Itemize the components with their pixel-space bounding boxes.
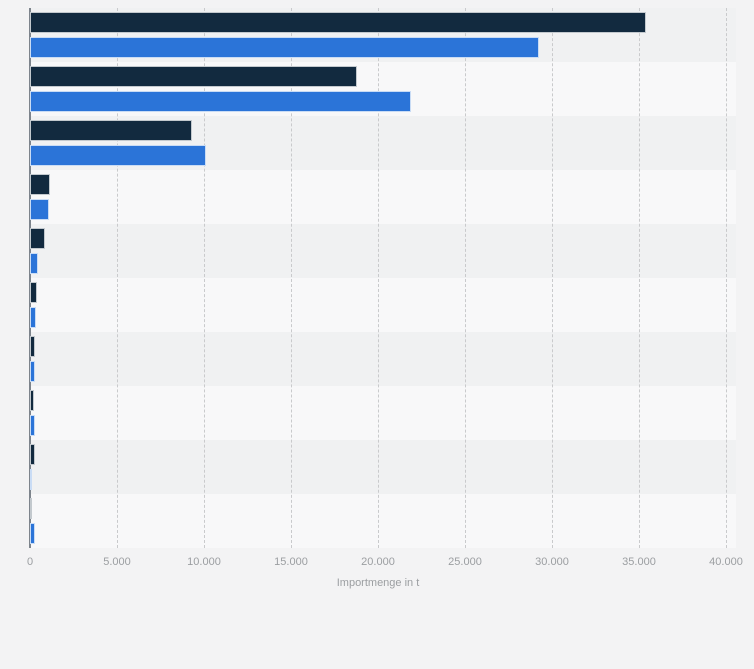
row-stripe (30, 494, 736, 548)
row-stripe (30, 386, 736, 440)
bar-dark-navy-series-group3[interactable] (30, 120, 192, 141)
bar-blue-series-group2[interactable] (30, 91, 412, 112)
bar-dark-navy-series-group1[interactable] (30, 12, 646, 33)
x-tick-label: 40.000 (709, 556, 743, 568)
x-tick-label: 10.000 (187, 556, 221, 568)
x-axis-title: Importmenge in t (336, 577, 420, 589)
gridline (378, 8, 379, 548)
row-stripe (30, 224, 736, 278)
y-axis-line (29, 8, 31, 548)
bar-dark-navy-series-group6[interactable] (30, 282, 38, 303)
x-tick-label: 0 (26, 556, 34, 568)
bar-blue-series-group10[interactable] (30, 523, 35, 544)
bar-blue-series-group5[interactable] (30, 253, 38, 274)
bar-blue-series-group1[interactable] (30, 37, 539, 58)
bar-dark-navy-series-group2[interactable] (30, 66, 358, 87)
gridline (552, 8, 553, 548)
gridline (204, 8, 205, 548)
gridline (465, 8, 466, 548)
bar-dark-navy-series-group4[interactable] (30, 174, 50, 195)
bar-blue-series-group3[interactable] (30, 145, 206, 166)
x-tick-label: 35.000 (622, 556, 656, 568)
plot-area (29, 8, 736, 548)
x-tick-label: 15.000 (274, 556, 308, 568)
gridline (117, 8, 118, 548)
bar-dark-navy-series-group7[interactable] (30, 336, 35, 357)
bar-blue-series-group6[interactable] (30, 307, 37, 328)
x-tick-label: 20.000 (361, 556, 395, 568)
bar-blue-series-group4[interactable] (30, 199, 50, 220)
bar-dark-navy-series-group10[interactable] (30, 498, 33, 519)
bar-dark-navy-series-group5[interactable] (30, 228, 45, 249)
bar-blue-series-group9[interactable] (30, 469, 32, 490)
row-stripe (30, 440, 736, 494)
bar-dark-navy-series-group9[interactable] (30, 444, 35, 465)
bar-blue-series-group7[interactable] (30, 361, 36, 382)
gridline (726, 8, 727, 548)
x-tick-label: 25.000 (448, 556, 482, 568)
bar-dark-navy-series-group8[interactable] (30, 390, 35, 411)
x-tick-label: 5.000 (103, 556, 131, 568)
x-tick-label: 30.000 (535, 556, 569, 568)
row-stripe (30, 170, 736, 224)
row-stripe (30, 278, 736, 332)
row-stripe (30, 332, 736, 386)
gridline (291, 8, 292, 548)
bar-blue-series-group8[interactable] (30, 415, 35, 436)
gridline (639, 8, 640, 548)
